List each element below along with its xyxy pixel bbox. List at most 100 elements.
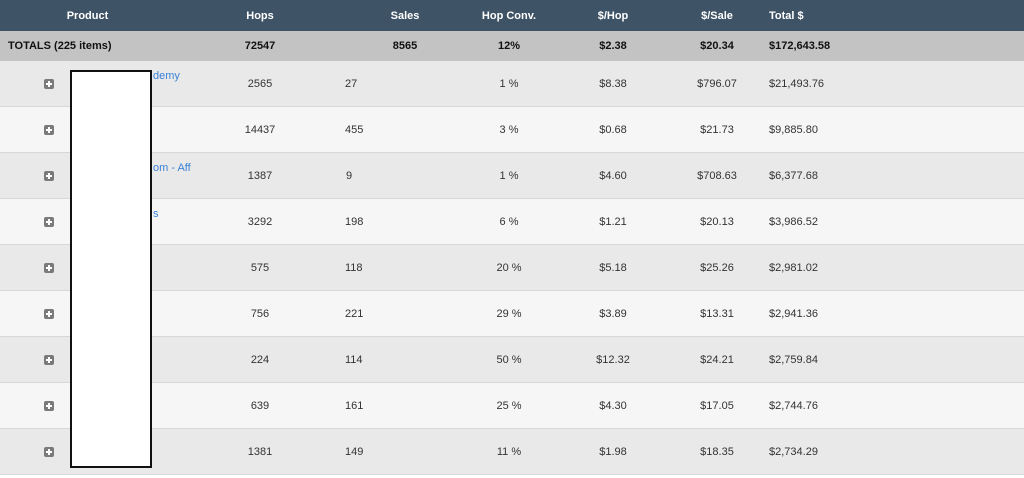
cell-per-hop: $4.60 xyxy=(561,152,665,199)
cell-hops: 14437 xyxy=(175,106,345,153)
cell-per-hop: $3.89 xyxy=(561,290,665,337)
cell-sales: 9 xyxy=(345,152,353,199)
cell-hops: 575 xyxy=(175,244,345,291)
expand-plus-icon[interactable] xyxy=(44,78,54,89)
cell-hop-conv: 1 % xyxy=(457,152,561,199)
cell-total: $2,981.02 xyxy=(769,244,1024,291)
cell-per-sale: $24.21 xyxy=(665,336,769,383)
cell-hop-conv: 20 % xyxy=(457,244,561,291)
cell-total: $2,734.29 xyxy=(769,428,1024,475)
expand-plus-icon[interactable] xyxy=(44,216,54,227)
cell-per-hop: $4.30 xyxy=(561,382,665,429)
expand-plus-icon[interactable] xyxy=(44,170,54,181)
cell-sales: 161 xyxy=(345,382,363,429)
cell-per-hop: $12.32 xyxy=(561,336,665,383)
cell-per-sale: $796.07 xyxy=(665,61,769,107)
column-spacer xyxy=(345,0,353,31)
cell-per-sale: $20.13 xyxy=(665,198,769,245)
cell-spacer xyxy=(353,244,457,291)
table-row: 756221 29 %$3.89$13.31$2,941.36 xyxy=(0,290,1024,337)
cell-spacer xyxy=(353,152,457,199)
cell-total: $2,759.84 xyxy=(769,336,1024,383)
cell-sales: 455 xyxy=(345,106,363,153)
totals-hop-conv: 12% xyxy=(457,31,561,61)
cell-hops: 756 xyxy=(175,290,345,337)
cell-per-hop: $0.68 xyxy=(561,106,665,153)
cell-sales: 221 xyxy=(345,290,363,337)
cell-hops: 1387 xyxy=(175,152,345,199)
cell-total: $6,377.68 xyxy=(769,152,1024,199)
expand-plus-icon[interactable] xyxy=(44,262,54,273)
cell-spacer xyxy=(353,428,457,475)
cell-hop-conv: 29 % xyxy=(457,290,561,337)
totals-sales: 8565 xyxy=(353,31,457,61)
cell-per-hop: $1.98 xyxy=(561,428,665,475)
cell-per-sale: $13.31 xyxy=(665,290,769,337)
table-row: s 3292198 6 %$1.21$20.13$3,986.52 xyxy=(0,198,1024,245)
column-header-hops[interactable]: Hops xyxy=(175,0,345,31)
product-link[interactable]: s xyxy=(153,208,159,220)
cell-total: $2,744.76 xyxy=(769,382,1024,429)
product-link[interactable]: demy xyxy=(153,70,180,82)
expand-plus-icon[interactable] xyxy=(44,308,54,319)
product-link[interactable]: om - Aff xyxy=(153,162,191,174)
totals-per-hop: $2.38 xyxy=(561,31,665,61)
cell-sales: 149 xyxy=(345,428,363,475)
column-header-hop-conv[interactable]: Hop Conv. xyxy=(457,0,561,31)
cell-sales: 114 xyxy=(345,336,363,383)
table-row: 224114 50 %$12.32$24.21$2,759.84 xyxy=(0,336,1024,383)
cell-total: $9,885.80 xyxy=(769,106,1024,153)
cell-total: $21,493.76 xyxy=(769,61,1024,107)
cell-hops: 3292 xyxy=(175,198,345,245)
cell-spacer xyxy=(353,198,457,245)
totals-per-sale: $20.34 xyxy=(665,31,769,61)
cell-spacer xyxy=(353,290,457,337)
column-header-per-sale[interactable]: $/Sale xyxy=(665,0,769,31)
totals-row: TOTALS (225 items) 72547 8565 12% $2.38 … xyxy=(0,31,1024,61)
redaction-box xyxy=(70,70,152,468)
expand-plus-icon[interactable] xyxy=(44,354,54,365)
cell-hops: 2565 xyxy=(175,61,345,107)
cell-per-sale: $17.05 xyxy=(665,382,769,429)
cell-spacer xyxy=(353,382,457,429)
table-row: 14437455 3 %$0.68$21.73$9,885.80 xyxy=(0,106,1024,153)
cell-per-sale: $18.35 xyxy=(665,428,769,475)
cell-per-hop: $5.18 xyxy=(561,244,665,291)
column-header-per-hop[interactable]: $/Hop xyxy=(561,0,665,31)
totals-total: $172,643.58 xyxy=(769,31,1024,61)
table-row: 1381149 11 %$1.98$18.35$2,734.29 xyxy=(0,428,1024,475)
cell-per-sale: $21.73 xyxy=(665,106,769,153)
table-row: demy 2565 27 1 % $8.38 $796.07 $21,493.76 xyxy=(0,61,1024,107)
cell-hops: 224 xyxy=(175,336,345,383)
cell-per-hop: $1.21 xyxy=(561,198,665,245)
totals-hops: 72547 xyxy=(175,31,345,61)
cell-spacer xyxy=(353,106,457,153)
cell-spacer xyxy=(353,336,457,383)
cell-sales: 118 xyxy=(345,244,363,291)
cell-sales: 198 xyxy=(345,198,363,245)
cell-hop-conv: 11 % xyxy=(457,428,561,475)
cell-per-sale: $25.26 xyxy=(665,244,769,291)
totals-spacer xyxy=(345,31,353,61)
cell-hop-conv: 3 % xyxy=(457,106,561,153)
cell-hops: 639 xyxy=(175,382,345,429)
cell-per-sale: $708.63 xyxy=(665,152,769,199)
cell-spacer xyxy=(353,61,457,107)
cell-hop-conv: 25 % xyxy=(457,382,561,429)
cell-hops: 1381 xyxy=(175,428,345,475)
table-header-row: Product Hops Sales Hop Conv. $/Hop $/Sal… xyxy=(0,0,1024,31)
cell-hop-conv: 1 % xyxy=(457,61,561,107)
cell-total: $2,941.36 xyxy=(769,290,1024,337)
column-header-product[interactable]: Product xyxy=(0,0,175,31)
cell-sales: 27 xyxy=(345,61,357,107)
table-row: 639161 25 %$4.30$17.05$2,744.76 xyxy=(0,382,1024,429)
expand-plus-icon[interactable] xyxy=(44,400,54,411)
expand-plus-icon[interactable] xyxy=(44,446,54,457)
column-header-total[interactable]: Total $ xyxy=(769,0,1024,31)
cell-total: $3,986.52 xyxy=(769,198,1024,245)
cell-hop-conv: 50 % xyxy=(457,336,561,383)
table-row: 575118 20 %$5.18$25.26$2,981.02 xyxy=(0,244,1024,291)
totals-label: TOTALS (225 items) xyxy=(0,31,175,61)
expand-plus-icon[interactable] xyxy=(44,124,54,135)
column-header-sales[interactable]: Sales xyxy=(353,0,457,31)
